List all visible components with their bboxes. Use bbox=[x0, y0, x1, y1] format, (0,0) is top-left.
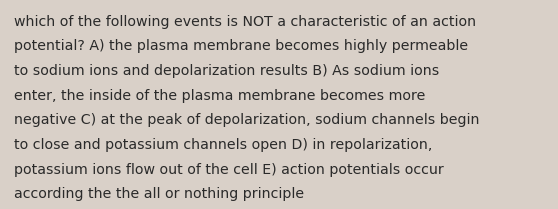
Text: to close and potassium channels open D) in repolarization,: to close and potassium channels open D) … bbox=[14, 138, 432, 152]
Text: enter, the inside of the plasma membrane becomes more: enter, the inside of the plasma membrane… bbox=[14, 89, 425, 103]
Text: to sodium ions and depolarization results B) As sodium ions: to sodium ions and depolarization result… bbox=[14, 64, 439, 78]
Text: negative C) at the peak of depolarization, sodium channels begin: negative C) at the peak of depolarizatio… bbox=[14, 113, 479, 127]
Text: potential? A) the plasma membrane becomes highly permeable: potential? A) the plasma membrane become… bbox=[14, 39, 468, 53]
Text: which of the following events is NOT a characteristic of an action: which of the following events is NOT a c… bbox=[14, 15, 476, 29]
Text: potassium ions flow out of the cell E) action potentials occur: potassium ions flow out of the cell E) a… bbox=[14, 163, 444, 177]
Text: according the the all or nothing principle: according the the all or nothing princip… bbox=[14, 187, 304, 201]
